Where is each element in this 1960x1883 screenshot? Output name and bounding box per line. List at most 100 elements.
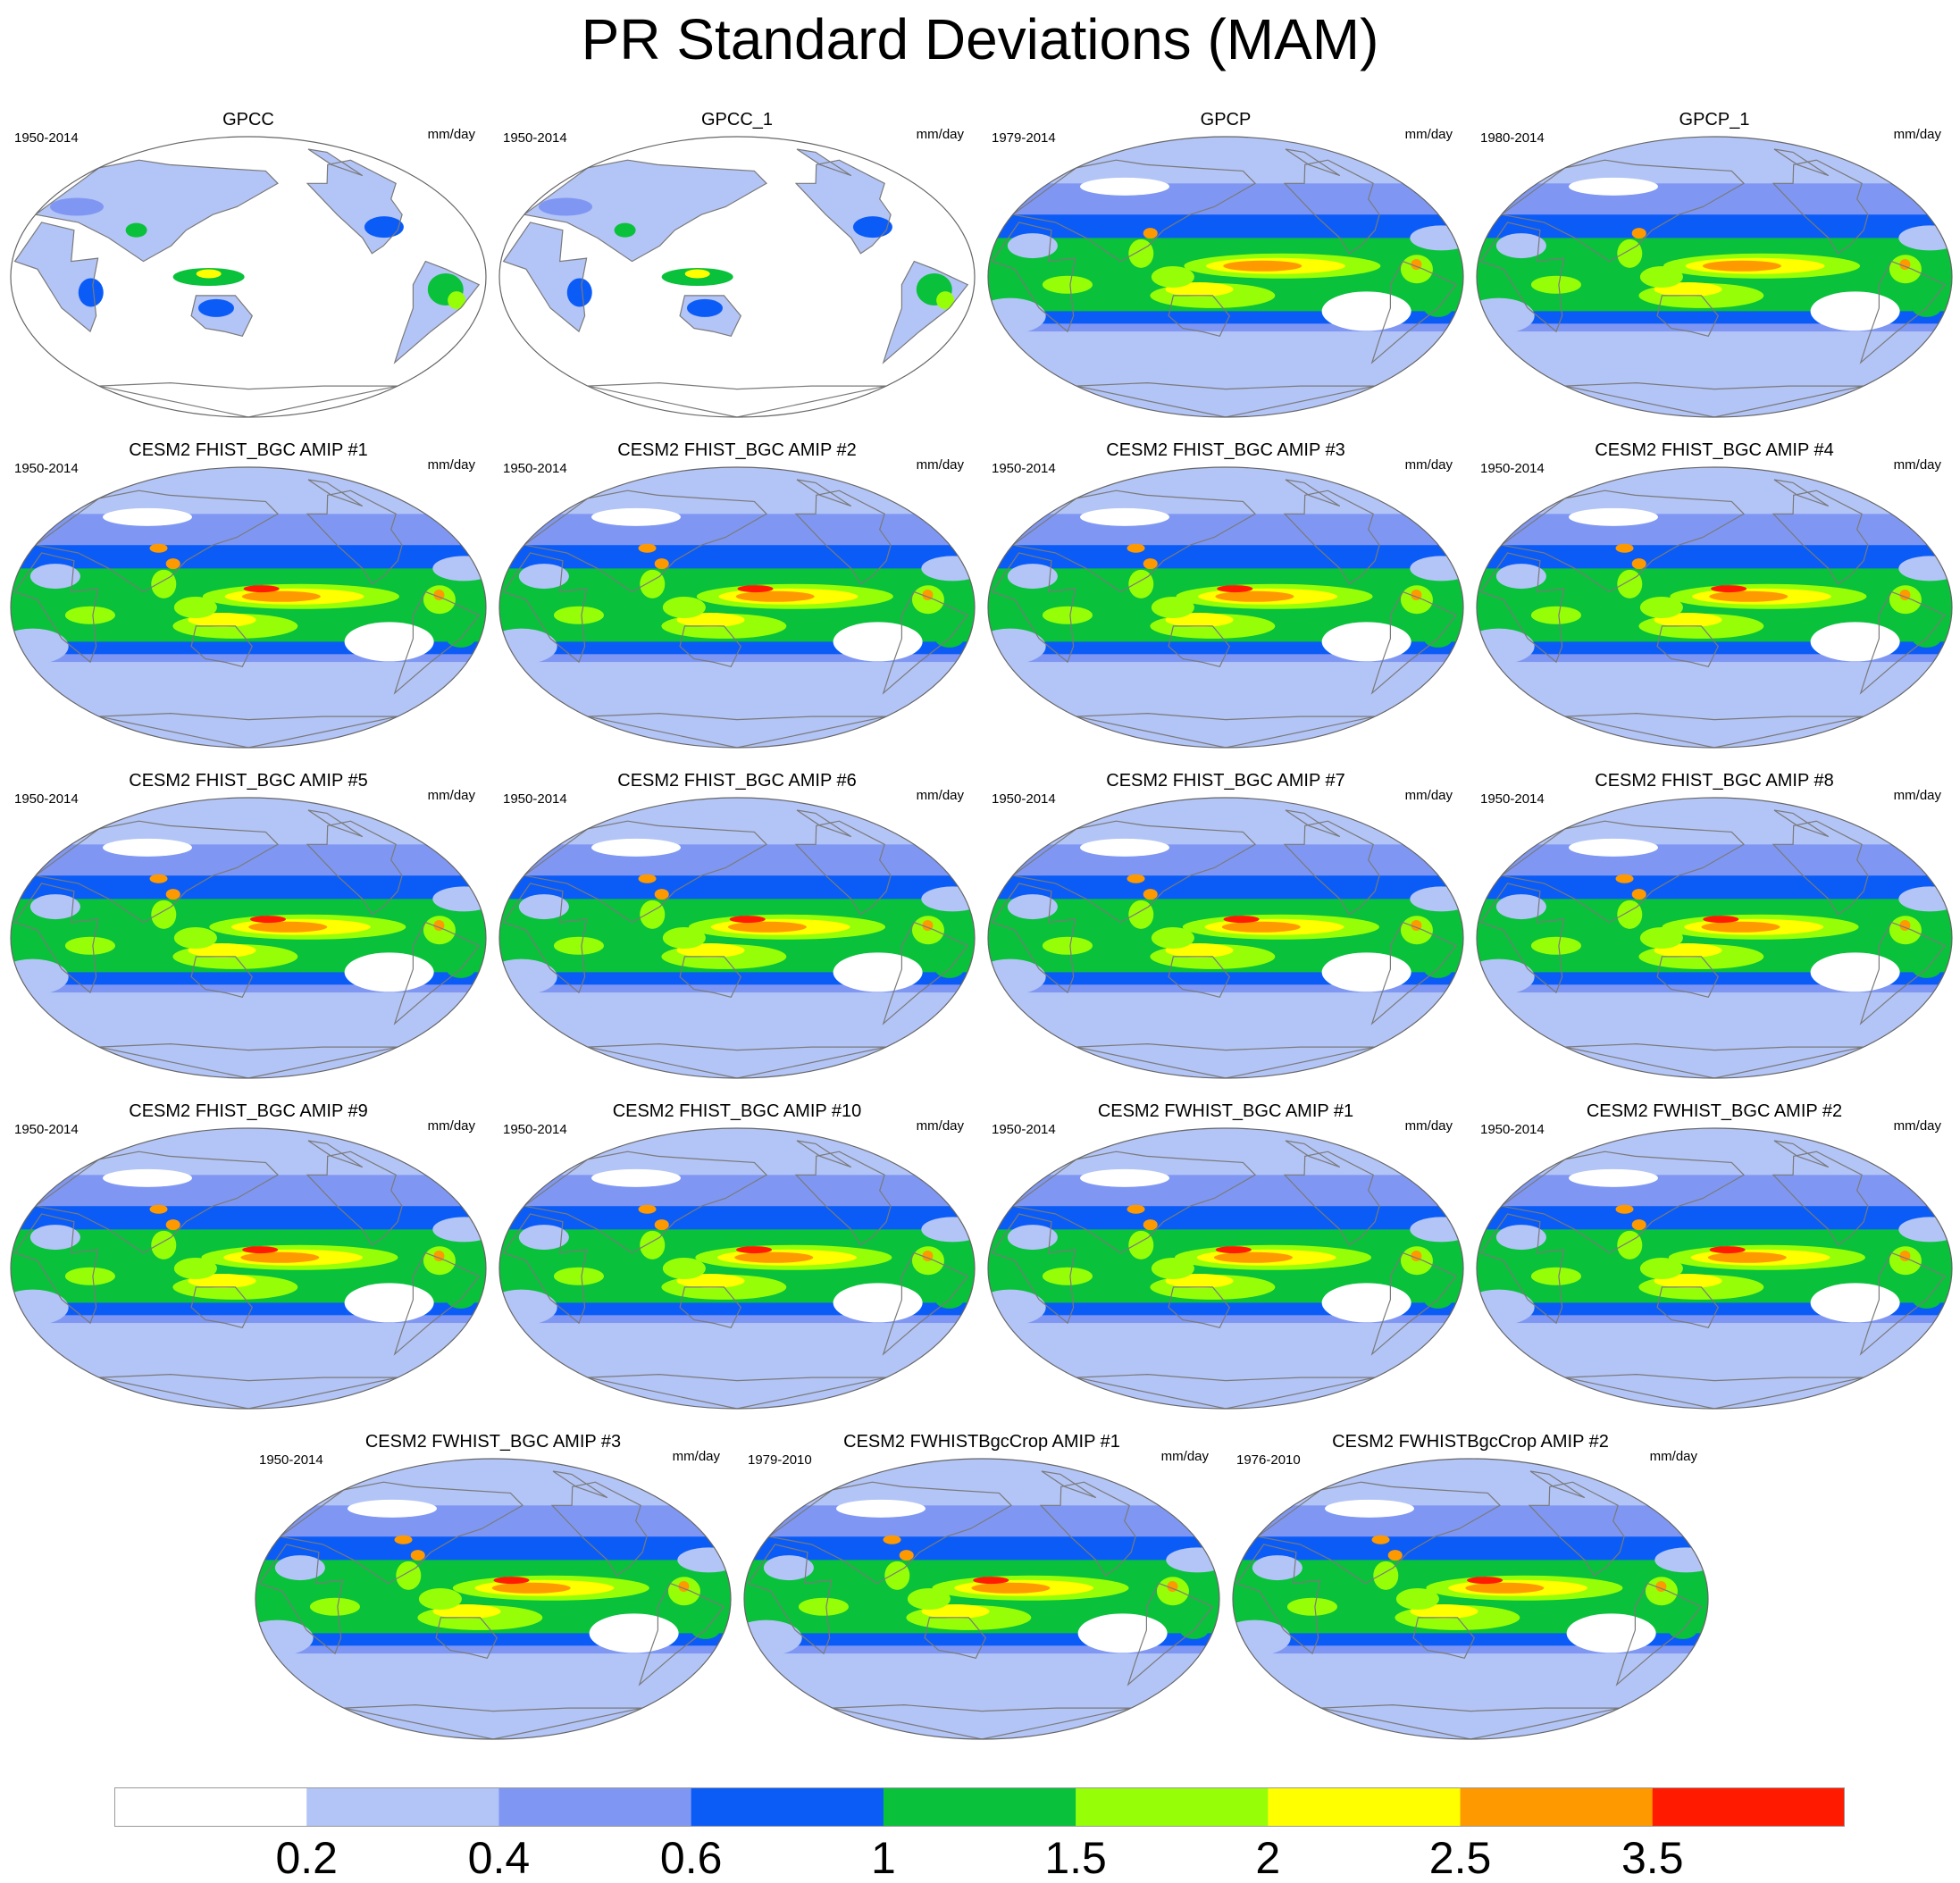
panel-units: mm/day bbox=[916, 457, 964, 473]
field-blob bbox=[1569, 177, 1659, 196]
coastline-greenland bbox=[1285, 809, 1341, 838]
field-blob bbox=[493, 1577, 530, 1585]
coastline-north-america bbox=[1528, 1481, 1625, 1577]
field-blob bbox=[852, 216, 892, 239]
field-blob bbox=[1639, 927, 1683, 949]
field-blob bbox=[638, 543, 657, 553]
field-blob bbox=[566, 278, 592, 307]
field-blob bbox=[1530, 1267, 1581, 1285]
land-antarctica bbox=[587, 1043, 887, 1078]
field-blob bbox=[309, 1597, 360, 1616]
map-plot bbox=[987, 466, 1464, 749]
land-africa bbox=[503, 222, 587, 332]
panel-title: CESM2 FHIST_BGC AMIP #1 bbox=[129, 440, 368, 460]
field-blob bbox=[196, 269, 222, 279]
map-border bbox=[1476, 466, 1953, 749]
coastline-eurasia bbox=[523, 820, 767, 924]
coastline-africa bbox=[1479, 552, 1565, 664]
field-blob bbox=[1143, 558, 1158, 570]
field-blob bbox=[1709, 1246, 1746, 1254]
coastline-eurasia bbox=[1500, 1151, 1745, 1254]
coastline-north-america bbox=[1039, 1481, 1136, 1577]
panel-years: 1950-2014 bbox=[992, 791, 1056, 807]
map-plot bbox=[743, 1458, 1220, 1740]
field-blob bbox=[836, 1499, 926, 1518]
field-blob bbox=[640, 900, 666, 929]
coastline-north-america bbox=[306, 490, 403, 585]
coastline-antarctica bbox=[1564, 1042, 1864, 1078]
field-blob bbox=[242, 1246, 279, 1254]
panel-title: CESM2 FHIST_BGC AMIP #7 bbox=[1106, 771, 1345, 791]
land-antarctica bbox=[1076, 382, 1376, 417]
field-blob bbox=[396, 1561, 422, 1590]
field-blob bbox=[344, 622, 434, 662]
panel-title: GPCC_1 bbox=[700, 110, 774, 130]
field-blob bbox=[1042, 936, 1093, 955]
coastline-africa bbox=[13, 883, 99, 994]
land-antarctica bbox=[1320, 1704, 1621, 1739]
coastline-antarctica bbox=[98, 381, 398, 417]
coastline-north-america bbox=[1772, 1151, 1869, 1246]
map-border bbox=[1232, 1458, 1709, 1740]
panel-title: CESM2 FHIST_BGC AMIP #2 bbox=[617, 440, 857, 460]
land-antarctica bbox=[343, 1704, 643, 1739]
land-eurasia bbox=[35, 160, 278, 262]
field-blob bbox=[1810, 622, 1900, 662]
field-blob bbox=[103, 1168, 193, 1187]
field-blob bbox=[29, 894, 80, 920]
map-border bbox=[1476, 136, 1953, 418]
coastline-australia bbox=[190, 956, 254, 999]
shaded-field bbox=[1233, 1459, 1708, 1739]
map-panel: CESM2 FHIST_BGC AMIP #9 1950-2014 mm/day bbox=[7, 1099, 490, 1411]
panel-units: mm/day bbox=[1404, 1118, 1453, 1134]
field-blob bbox=[149, 1204, 168, 1214]
field-blob bbox=[410, 1550, 425, 1561]
coastlines bbox=[747, 1470, 1214, 1739]
field-blob bbox=[833, 952, 923, 992]
field-blob bbox=[1566, 1613, 1656, 1653]
colorbar-tick-label: 1.5 bbox=[1044, 1833, 1107, 1883]
shaded-field bbox=[1477, 137, 1952, 417]
shaded-field bbox=[11, 1128, 486, 1409]
panel-units: mm/day bbox=[1160, 1449, 1209, 1464]
coastline-africa bbox=[991, 883, 1076, 994]
field-blob bbox=[1080, 838, 1170, 857]
coastline-antarctica bbox=[98, 1042, 398, 1078]
panel-title: CESM2 FHIST_BGC AMIP #9 bbox=[129, 1101, 368, 1121]
map-plot bbox=[987, 797, 1464, 1079]
field-blob bbox=[1127, 874, 1145, 883]
field-blob bbox=[591, 838, 682, 857]
panel-units: mm/day bbox=[427, 457, 475, 473]
panel-units: mm/day bbox=[1649, 1449, 1697, 1464]
field-blob bbox=[1707, 1251, 1787, 1263]
panel-units: mm/day bbox=[427, 788, 475, 803]
field-blob bbox=[654, 1219, 669, 1231]
coastline-south-america bbox=[393, 921, 481, 1025]
coastline-antarctica bbox=[1076, 381, 1376, 417]
field-blob bbox=[1151, 927, 1194, 949]
field-blob bbox=[1221, 921, 1301, 933]
field-blob bbox=[1569, 838, 1659, 857]
coastline-africa bbox=[502, 883, 588, 994]
field-blob bbox=[1143, 1219, 1158, 1231]
coastline-south-america bbox=[393, 1251, 481, 1356]
field-blob bbox=[1395, 1588, 1439, 1610]
field-blob bbox=[1128, 900, 1154, 929]
coastlines bbox=[502, 479, 969, 748]
field-blob bbox=[1467, 1577, 1504, 1585]
panel-title: GPCC bbox=[222, 110, 274, 130]
land-antarctica bbox=[98, 382, 398, 417]
coastline-north-america bbox=[794, 1151, 892, 1246]
field-blob bbox=[614, 222, 636, 238]
panel-units: mm/day bbox=[1404, 788, 1453, 803]
field-blob bbox=[1042, 275, 1093, 294]
coastline-north-america bbox=[794, 820, 892, 916]
field-blob bbox=[763, 1555, 814, 1581]
land-antarctica bbox=[587, 382, 887, 417]
land-antarctica bbox=[1564, 713, 1864, 748]
field-blob bbox=[1215, 590, 1294, 602]
map-border bbox=[987, 797, 1464, 1079]
coastline-greenland bbox=[796, 1140, 852, 1168]
coastline-eurasia bbox=[1500, 159, 1745, 263]
coastline-antarctica bbox=[98, 712, 398, 748]
